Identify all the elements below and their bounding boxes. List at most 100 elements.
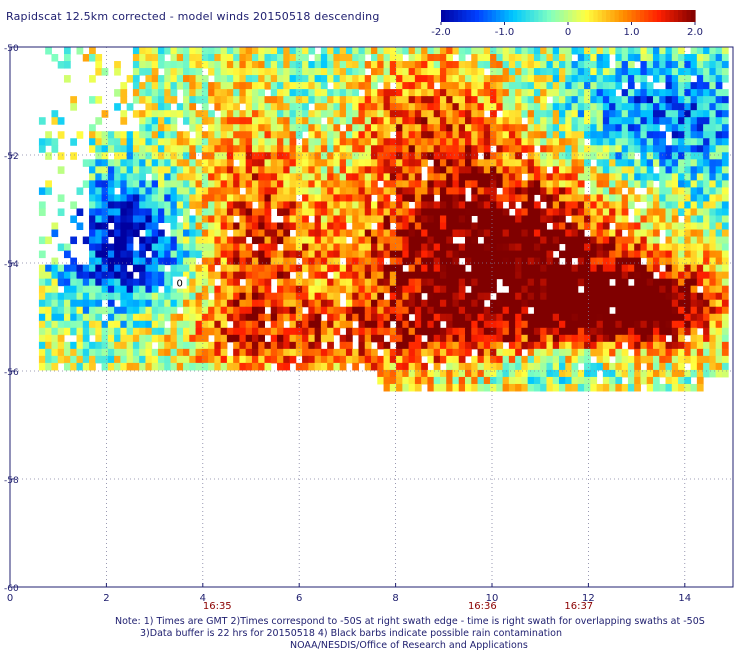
heatmap-cell xyxy=(214,208,222,216)
heatmap-cell xyxy=(164,173,172,181)
heatmap-cell xyxy=(220,54,228,62)
heatmap-cell xyxy=(89,292,96,301)
heatmap-cell xyxy=(558,383,566,392)
heatmap-cell xyxy=(634,124,641,132)
heatmap-cell xyxy=(389,110,397,118)
heatmap-cell xyxy=(590,341,598,350)
colorbar-segment xyxy=(517,10,523,22)
heatmap-cell xyxy=(452,96,460,104)
heatmap-cell xyxy=(533,369,541,378)
heatmap-cell xyxy=(139,348,146,357)
heatmap-cell xyxy=(721,355,729,364)
heatmap-cell xyxy=(690,145,698,153)
heatmap-cell xyxy=(63,243,71,252)
heatmap-cell xyxy=(333,47,341,55)
heatmap-cell xyxy=(114,320,121,329)
heatmap-cell xyxy=(602,236,610,245)
heatmap-cell xyxy=(270,292,278,301)
heatmap-cell xyxy=(627,96,635,104)
heatmap-cell xyxy=(477,75,485,83)
heatmap-cell xyxy=(427,152,435,160)
heatmap-cell xyxy=(546,348,554,357)
heatmap-cell xyxy=(627,152,635,160)
heatmap-cell xyxy=(715,292,723,301)
heatmap-cell xyxy=(364,47,372,55)
heatmap-cell xyxy=(546,278,554,287)
heatmap-cell xyxy=(70,362,78,371)
heatmap-cell xyxy=(352,278,359,287)
heatmap-cell xyxy=(377,75,385,83)
heatmap-cell xyxy=(571,243,579,252)
heatmap-cell xyxy=(195,117,203,125)
heatmap-cell xyxy=(446,257,453,266)
heatmap-cell xyxy=(396,313,403,322)
heatmap-cell xyxy=(383,61,391,69)
heatmap-cell xyxy=(678,292,685,301)
heatmap-cell xyxy=(515,264,522,273)
heatmap-cell xyxy=(364,117,372,125)
heatmap-cell xyxy=(258,320,265,329)
heatmap-cell xyxy=(258,313,265,322)
heatmap-cell xyxy=(671,117,679,125)
heatmap-cell xyxy=(176,327,184,336)
heatmap-cell xyxy=(652,383,660,392)
heatmap-cell xyxy=(45,131,52,139)
heatmap-cell xyxy=(496,61,504,69)
heatmap-cell xyxy=(471,229,479,238)
heatmap-cell xyxy=(671,110,679,118)
x-tick-label: 14 xyxy=(678,593,691,604)
heatmap-cell xyxy=(251,96,259,104)
heatmap-cell xyxy=(126,131,134,139)
heatmap-cell xyxy=(715,264,723,273)
heatmap-cell xyxy=(164,152,172,160)
heatmap-cell xyxy=(703,243,710,252)
heatmap-cell xyxy=(358,229,366,238)
heatmap-cell xyxy=(515,341,522,350)
heatmap-cell xyxy=(496,131,504,139)
heatmap-cell xyxy=(477,166,485,174)
heatmap-cell xyxy=(289,110,297,118)
heatmap-cell xyxy=(609,138,616,146)
heatmap-cell xyxy=(721,173,729,181)
heatmap-cell xyxy=(540,327,547,336)
heatmap-cell xyxy=(596,215,604,223)
heatmap-cell xyxy=(596,334,604,343)
heatmap-cell xyxy=(214,201,222,209)
heatmap-cell xyxy=(671,243,679,252)
heatmap-cell xyxy=(251,348,259,357)
heatmap-cell xyxy=(515,187,522,195)
heatmap-cell xyxy=(320,47,328,55)
heatmap-cell xyxy=(132,306,140,315)
heatmap-cell xyxy=(270,166,278,174)
heatmap-cell xyxy=(389,306,397,315)
heatmap-cell xyxy=(195,285,203,294)
heatmap-cell xyxy=(703,89,710,97)
heatmap-cell xyxy=(170,96,178,104)
heatmap-cell xyxy=(201,341,209,350)
heatmap-cell xyxy=(264,180,272,188)
heatmap-cell xyxy=(627,159,635,167)
heatmap-cell xyxy=(38,299,46,308)
heatmap-cell xyxy=(264,103,272,111)
heatmap-cell xyxy=(132,145,140,153)
heatmap-cell xyxy=(602,166,610,174)
heatmap-cell xyxy=(696,362,704,371)
heatmap-cell xyxy=(652,138,660,146)
heatmap-cell xyxy=(320,320,328,329)
heatmap-cell xyxy=(483,306,491,315)
heatmap-cell xyxy=(552,285,560,294)
heatmap-cell xyxy=(95,306,103,315)
heatmap-cell xyxy=(345,82,353,90)
heatmap-cell xyxy=(170,320,178,329)
heatmap-cell xyxy=(214,292,222,301)
heatmap-cell xyxy=(402,271,410,280)
heatmap-cell xyxy=(308,89,316,97)
heatmap-cell xyxy=(277,124,284,132)
heatmap-cell xyxy=(220,299,228,308)
heatmap-cell xyxy=(640,320,648,329)
heatmap-cell xyxy=(164,327,172,336)
heatmap-cell xyxy=(458,222,466,231)
heatmap-cell xyxy=(546,54,554,62)
heatmap-cell xyxy=(258,187,265,195)
heatmap-cell xyxy=(709,180,717,188)
